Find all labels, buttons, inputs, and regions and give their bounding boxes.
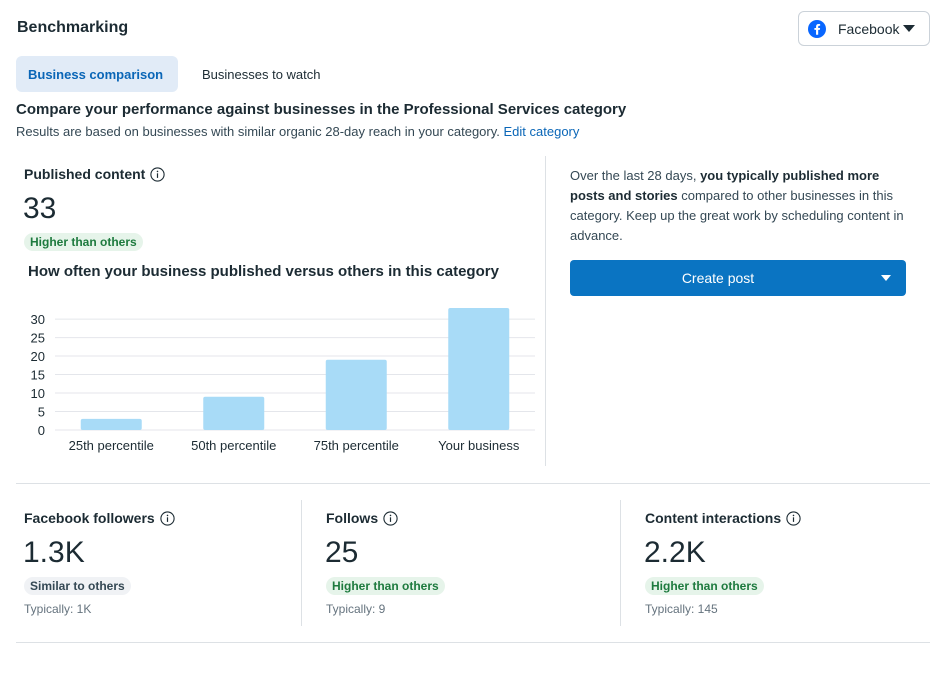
content-interactions-label: Content interactions	[645, 510, 801, 526]
comparison-subtitle-text: Results are based on businesses with sim…	[16, 124, 500, 139]
followers-label: Facebook followers	[24, 510, 175, 526]
create-post-options-button[interactable]	[866, 260, 906, 296]
chart-bar[interactable]	[203, 396, 265, 430]
status-badge: Higher than others	[24, 233, 143, 251]
status-badge: Higher than others	[326, 577, 445, 595]
published-content-label-text: Published content	[24, 166, 146, 182]
y-tick-label: 25	[31, 331, 45, 346]
section-divider	[16, 483, 930, 484]
y-tick-label: 20	[31, 349, 45, 364]
chart-bar[interactable]	[80, 418, 142, 430]
published-content-value: 33	[23, 192, 57, 225]
insight-text-bold: you typically published more posts and s…	[570, 168, 880, 203]
followers-value: 1.3K	[23, 536, 85, 569]
tab-bar: Business comparison Businesses to watch	[16, 56, 333, 92]
chart-title: How often your business published versus…	[28, 263, 499, 280]
metric-divider	[301, 500, 302, 626]
follows-label: Follows	[326, 510, 398, 526]
info-icon[interactable]	[383, 510, 398, 526]
tab-business-comparison[interactable]: Business comparison	[16, 56, 178, 92]
comparison-title: Compare your performance against busines…	[16, 101, 627, 118]
status-badge: Similar to others	[24, 577, 131, 595]
metric-divider	[620, 500, 621, 626]
caret-down-icon	[881, 275, 891, 281]
comparison-subtitle: Results are based on businesses with sim…	[16, 124, 579, 139]
y-tick-label: 0	[38, 423, 45, 438]
content-interactions-label-text: Content interactions	[645, 510, 782, 526]
edit-category-link[interactable]: Edit category	[503, 124, 580, 139]
insight-text: Over the last 28 days, you typically pub…	[570, 166, 910, 246]
platform-dropdown[interactable]: Facebook	[798, 11, 930, 46]
page-title: Benchmarking	[17, 19, 129, 36]
info-icon[interactable]	[160, 510, 175, 526]
x-tick-label: 50th percentile	[191, 438, 276, 453]
y-tick-label: 10	[31, 386, 45, 401]
create-post-button[interactable]: Create post	[570, 260, 866, 296]
follows-value: 25	[325, 536, 359, 569]
section-divider	[16, 642, 930, 643]
published-bar-chart: 0 5 10 15 20 25 30 25th percentile 50th percenti…	[31, 308, 535, 453]
platform-label: Facebook	[838, 20, 900, 37]
content-interactions-typical: Typically: 145	[645, 602, 718, 616]
x-tick-label: 25th percentile	[69, 438, 154, 453]
chart-bar[interactable]	[325, 359, 387, 430]
x-tick-label: Your business	[438, 438, 520, 453]
section-divider	[545, 156, 546, 466]
followers-label-text: Facebook followers	[24, 510, 155, 526]
y-tick-label: 5	[38, 405, 45, 420]
insight-text-pre: Over the last 28 days,	[570, 168, 701, 183]
status-badge: Higher than others	[645, 577, 764, 595]
tab-businesses-to-watch[interactable]: Businesses to watch	[202, 66, 321, 82]
follows-label-text: Follows	[326, 510, 379, 526]
x-tick-label: 75th percentile	[314, 438, 399, 453]
facebook-icon	[808, 19, 826, 38]
info-icon[interactable]	[150, 166, 165, 182]
info-icon[interactable]	[786, 510, 801, 526]
y-tick-label: 15	[31, 368, 45, 383]
chart-bar[interactable]	[448, 308, 510, 430]
caret-down-icon	[903, 25, 915, 32]
follows-typical: Typically: 9	[326, 602, 386, 616]
followers-typical: Typically: 1K	[24, 602, 92, 616]
published-content-label: Published content	[24, 166, 165, 182]
insight-text-post: compared to other businesses in this cat…	[570, 188, 904, 243]
content-interactions-value: 2.2K	[644, 536, 706, 569]
y-tick-label: 30	[31, 312, 45, 327]
